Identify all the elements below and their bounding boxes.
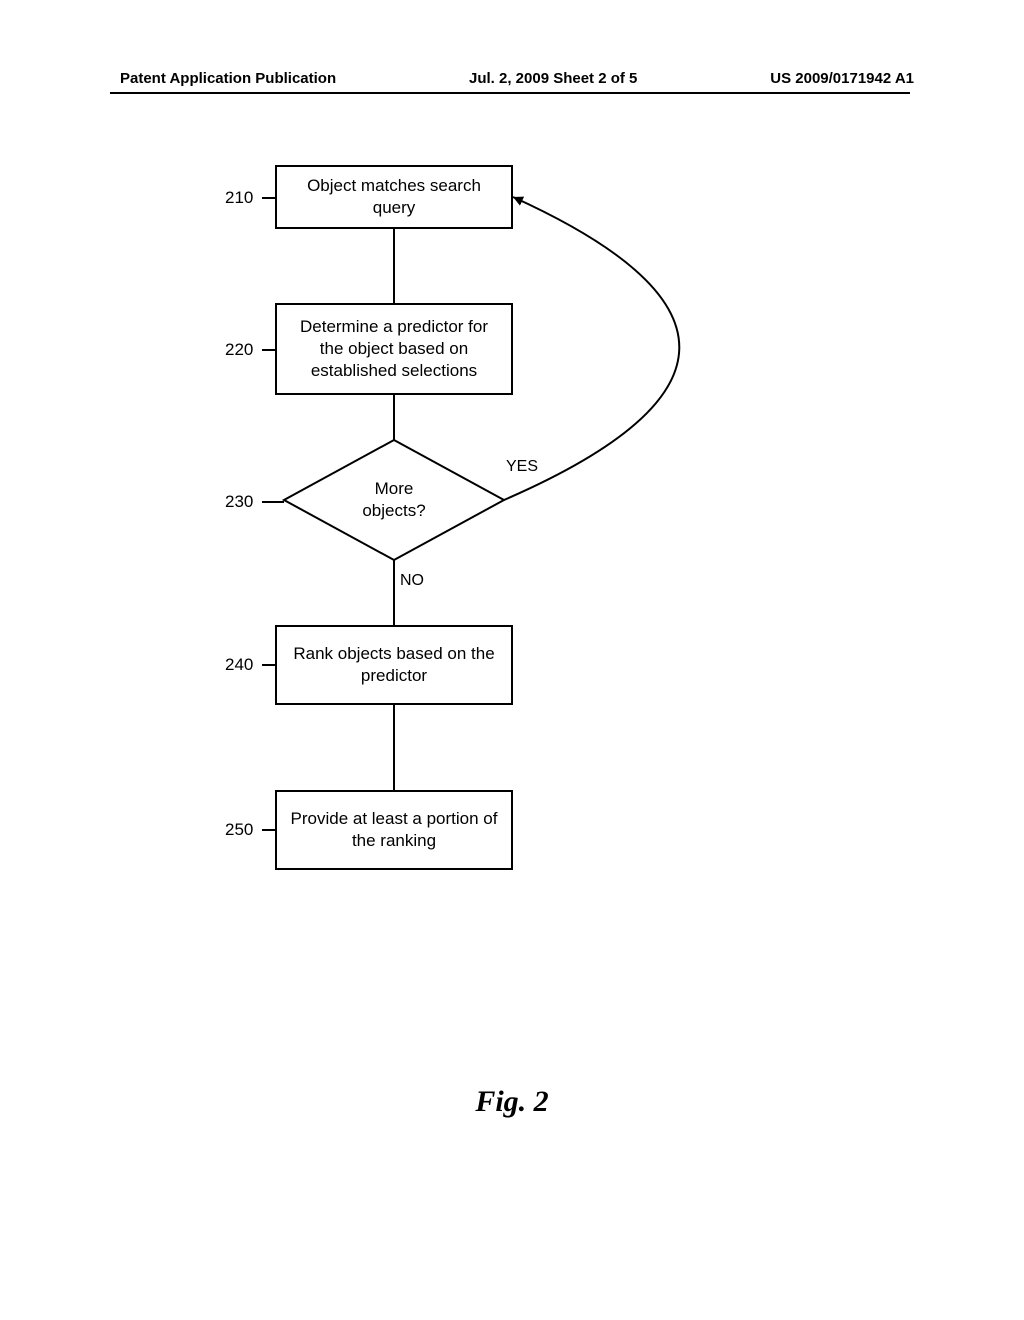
ref-210: 210 [225, 188, 253, 208]
ref-230: 230 [225, 492, 253, 512]
ref-220: 220 [225, 340, 253, 360]
decision-230-text: More objects? [334, 478, 454, 522]
step-250-text: Provide at least a portion of the rankin… [287, 808, 501, 852]
branch-no: NO [400, 572, 424, 590]
step-220-text: Determine a predictor for the object bas… [287, 316, 501, 382]
decision-230-label: More objects? [362, 479, 425, 520]
ref-250-tick [262, 829, 275, 831]
step-240: Rank objects based on the predictor [275, 625, 513, 705]
flowchart-container: Object matches search query Determine a … [0, 0, 1024, 1320]
figure-caption: Fig. 2 [0, 1085, 1024, 1119]
ref-250: 250 [225, 820, 253, 840]
step-210-text: Object matches search query [287, 175, 501, 219]
edge-230-210-arc [504, 197, 679, 500]
step-220: Determine a predictor for the object bas… [275, 303, 513, 395]
step-210: Object matches search query [275, 165, 513, 229]
ref-220-tick [262, 349, 275, 351]
branch-yes: YES [506, 458, 538, 476]
ref-210-tick [262, 197, 275, 199]
step-250: Provide at least a portion of the rankin… [275, 790, 513, 870]
ref-240-tick [262, 664, 275, 666]
ref-240: 240 [225, 655, 253, 675]
step-240-text: Rank objects based on the predictor [287, 643, 501, 687]
ref-230-tick [262, 501, 284, 503]
